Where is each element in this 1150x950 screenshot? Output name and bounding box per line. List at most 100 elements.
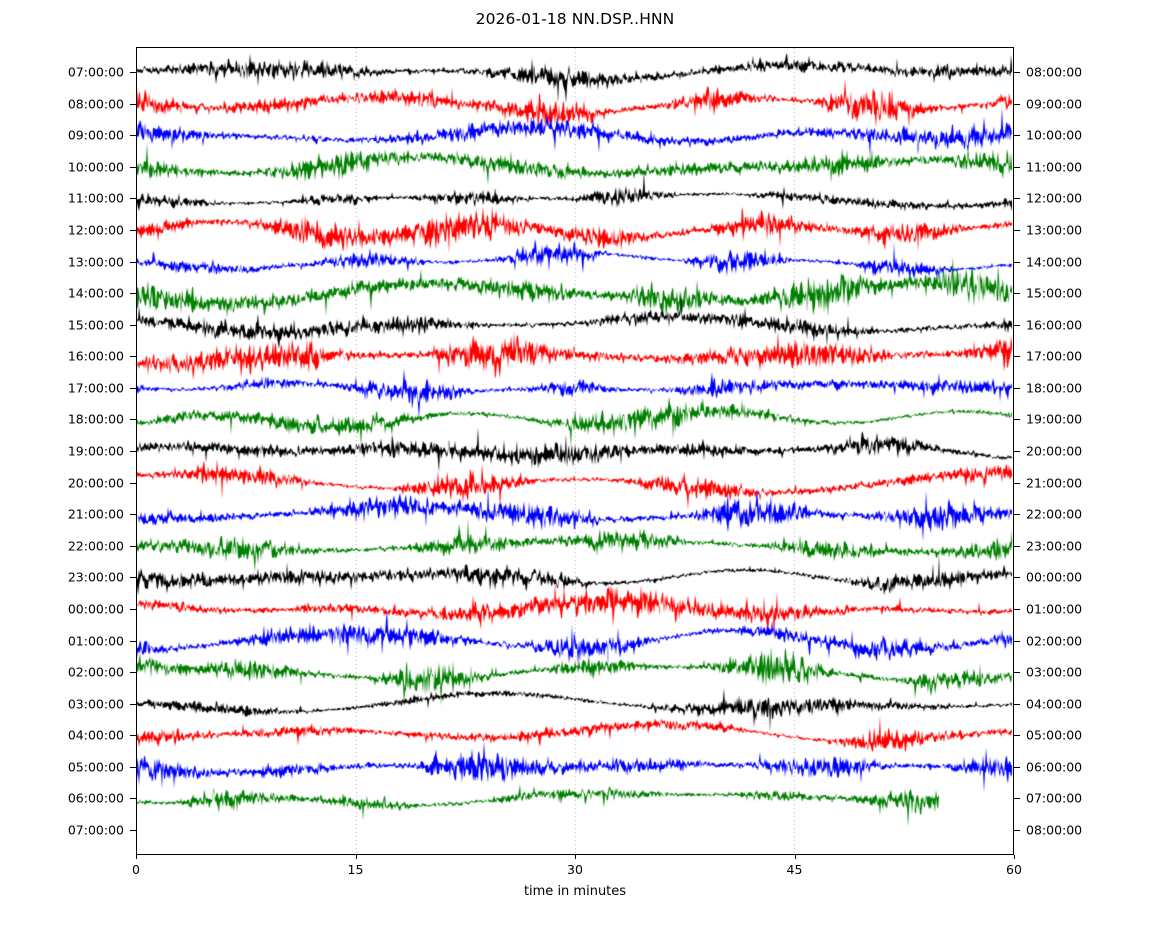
y-axis-right-tick-mark [1014,198,1020,199]
y-axis-left-tick-mark [130,798,136,799]
y-axis-right-tick-label: 08:00:00 [1026,64,1083,80]
y-axis-left-tick-mark [130,167,136,168]
y-axis-left-tick-label: 06:00:00 [67,790,124,806]
x-axis-tick-mark [795,855,796,859]
y-axis-right-tick-label: 04:00:00 [1026,696,1083,712]
y-axis-right-tick-mark [1014,230,1020,231]
y-axis-left-tick-label: 12:00:00 [67,222,124,238]
y-axis-left-tick-mark [130,230,136,231]
y-axis-right-tick-mark [1014,609,1020,610]
y-axis-right-tick-label: 05:00:00 [1026,727,1083,743]
x-axis-tick-label: 0 [132,862,140,877]
y-axis-left-tick-label: 10:00:00 [67,159,124,175]
y-axis-left-tick-mark [130,577,136,578]
y-axis-right-tick-label: 11:00:00 [1026,159,1083,175]
x-axis-tick-label: 30 [567,862,583,877]
y-axis-left-tick-mark [130,704,136,705]
y-axis-right-tick-label: 06:00:00 [1026,759,1083,775]
y-axis-left-tick-mark [130,451,136,452]
x-axis-tick-mark [136,855,137,859]
y-axis-right-tick-label: 19:00:00 [1026,411,1083,427]
y-axis-left-tick-mark [130,325,136,326]
y-axis-left-tick-label: 03:00:00 [67,696,124,712]
y-axis-right-tick-mark [1014,577,1020,578]
y-axis-right-tick-mark [1014,704,1020,705]
y-axis-right-tick-label: 16:00:00 [1026,317,1083,333]
y-axis-right-tick-mark [1014,830,1020,831]
y-axis-right-tick-mark [1014,135,1020,136]
y-axis-right-tick-label: 08:00:00 [1026,822,1083,838]
y-axis-right-tick-label: 17:00:00 [1026,348,1083,364]
y-axis-right-tick-label: 14:00:00 [1026,254,1083,269]
y-axis-right-tick-mark [1014,167,1020,168]
y-axis-left-tick-label: 07:00:00 [67,822,124,838]
y-axis-left-tick-mark [130,198,136,199]
y-axis-left-tick-label: 21:00:00 [67,506,124,522]
plot-title: 2026-01-18 NN.DSP..HNN [475,10,675,28]
y-axis-left-tick-label: 23:00:00 [67,569,124,585]
y-axis-right-tick-label: 23:00:00 [1026,538,1083,554]
y-axis-left-tick-label: 22:00:00 [67,538,124,554]
y-axis-left-tick-label: 16:00:00 [67,348,124,364]
y-axis-right-tick-label: 21:00:00 [1026,475,1083,491]
y-axis-right-tick-label: 01:00:00 [1026,601,1083,617]
y-axis-left-tick-mark [130,388,136,389]
x-axis-tick-label: 45 [786,862,803,877]
y-axis-left-tick-label: 11:00:00 [67,190,124,206]
x-axis-tick-mark [575,855,576,859]
y-axis-left-tick-mark [130,546,136,547]
y-axis-right-tick-mark [1014,483,1020,484]
y-axis-left-tick-mark [130,672,136,673]
y-axis-right-tick-mark [1014,641,1020,642]
y-axis-left-tick-label: 09:00:00 [67,127,124,143]
y-axis-left-tick-label: 19:00:00 [67,443,124,459]
y-axis-right-tick-label: 15:00:00 [1026,285,1083,301]
y-axis-left-tick-mark [130,293,136,294]
y-axis-right-tick-label: 13:00:00 [1026,222,1083,238]
y-axis-left-tick-label: 00:00:00 [67,601,124,617]
y-axis-left-tick-mark [130,641,136,642]
x-axis-tick-mark [356,855,357,859]
y-axis-left-tick-mark [130,767,136,768]
y-axis-left-tick-mark [130,483,136,484]
y-axis-left-tick-mark [130,72,136,73]
y-axis-left-tick-label: 18:00:00 [67,411,124,427]
y-axis-left-tick-label: 14:00:00 [67,285,124,301]
seismic-traces-canvas [137,48,1013,854]
y-axis-left-tick-mark [130,135,136,136]
y-axis-left-tick-mark [130,104,136,105]
y-axis-left-tick-mark [130,609,136,610]
y-axis-right-tick-mark [1014,388,1020,389]
y-axis-right-tick-label: 02:00:00 [1026,633,1083,648]
y-axis-left-tick-mark [130,735,136,736]
y-axis-right-tick-mark [1014,735,1020,736]
y-axis-right-tick-label: 03:00:00 [1026,664,1083,680]
y-axis-left-tick-label: 05:00:00 [67,759,124,775]
y-axis-right-tick-mark [1014,546,1020,547]
y-axis-left-tick-label: 15:00:00 [67,317,124,333]
y-axis-right-tick-mark [1014,514,1020,515]
y-axis-left-tick-label: 02:00:00 [67,664,124,680]
y-axis-right-tick-mark [1014,767,1020,768]
y-axis-right-tick-mark [1014,798,1020,799]
y-axis-right-tick-mark [1014,356,1020,357]
x-axis-tick-mark [1014,855,1015,859]
y-axis-left-tick-label: 13:00:00 [67,254,124,269]
y-axis-left-tick-label: 04:00:00 [67,727,124,743]
y-axis-right-tick-label: 22:00:00 [1026,506,1083,522]
y-axis-right-tick-mark [1014,72,1020,73]
y-axis-left-tick-mark [130,356,136,357]
y-axis-right-tick-label: 00:00:00 [1026,569,1083,585]
x-axis-label: time in minutes [523,884,627,899]
y-axis-right-tick-label: 20:00:00 [1026,443,1083,459]
y-axis-left-tick-label: 07:00:00 [67,64,124,80]
plot-area[interactable] [136,47,1014,855]
y-axis-left-tick-mark [130,514,136,515]
y-axis-right-tick-mark [1014,451,1020,452]
y-axis-right-tick-mark [1014,262,1020,263]
y-axis-right-tick-mark [1014,419,1020,420]
y-axis-left-tick-label: 08:00:00 [67,96,124,112]
y-axis-left-tick-label: 20:00:00 [67,475,124,491]
y-axis-right-tick-label: 10:00:00 [1026,127,1083,143]
